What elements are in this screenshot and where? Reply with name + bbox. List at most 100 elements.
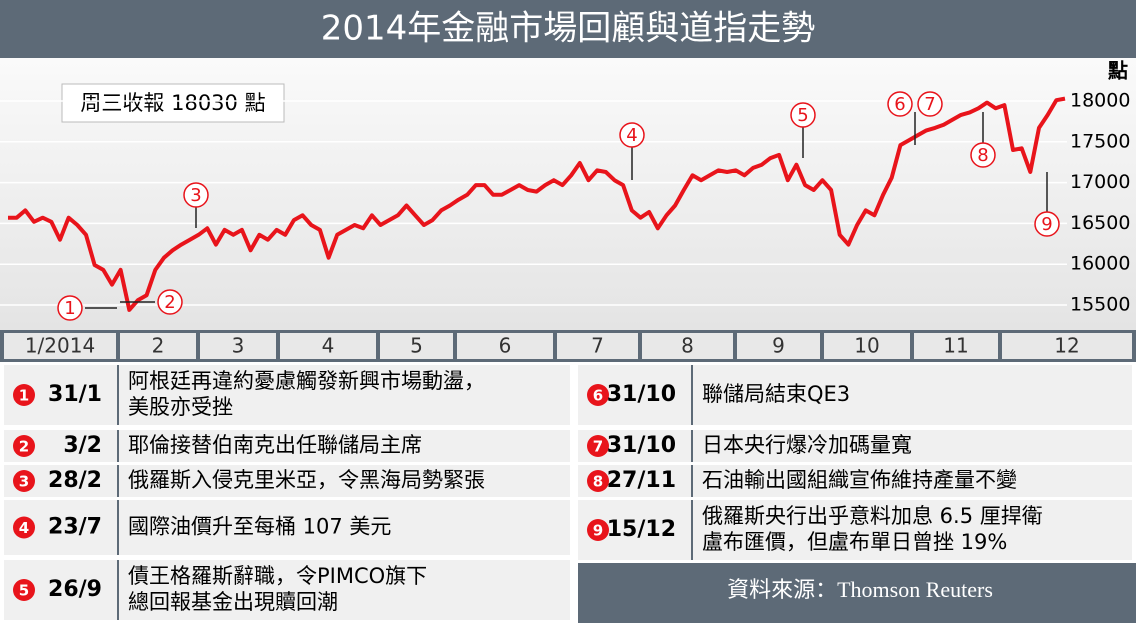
event-text: 耶倫接替伯南克出任聯儲局主席	[128, 433, 422, 457]
event-number: 5	[19, 582, 29, 600]
event-date: 3/2	[63, 433, 102, 458]
annotation-label: 7	[924, 94, 935, 115]
event-number: 6	[593, 387, 603, 405]
event-text: 盧布匯價，但盧布單日曾挫 19%	[702, 530, 1007, 554]
annotation-label: 1	[64, 298, 75, 319]
y-tick-label: 17500	[1070, 130, 1130, 152]
y-tick-label: 15500	[1070, 294, 1130, 316]
event-number: 3	[19, 473, 29, 491]
event-text: 國際油價升至每桶 107 美元	[128, 515, 391, 539]
source-box	[578, 563, 1136, 623]
event-number: 1	[19, 387, 29, 405]
y-tick-label: 17000	[1070, 171, 1130, 193]
month-box	[737, 333, 820, 359]
x-tick-label: 6	[499, 334, 512, 358]
event-date: 31/10	[607, 382, 676, 407]
x-tick-label: 3	[232, 334, 245, 358]
annotation-label: 3	[190, 185, 201, 206]
event-row	[578, 500, 1132, 560]
event-date: 31/10	[607, 433, 676, 458]
event-text: 阿根廷再違約憂慮觸發新興市場動盪，	[128, 369, 485, 393]
annotation-circle	[1034, 211, 1060, 237]
event-text: 石油輸出國組織宣佈維持產量不變	[702, 468, 1017, 492]
month-box	[642, 333, 733, 359]
event-text: 俄羅斯央行出乎意料加息 6.5 厘捍衛	[702, 504, 1043, 528]
event-badge	[13, 470, 35, 492]
y-axis-label: 點	[1108, 59, 1128, 83]
event-row	[578, 430, 1132, 462]
event-badge	[13, 384, 35, 406]
month-box	[824, 333, 910, 359]
event-date: 31/1	[48, 382, 102, 407]
x-tick-label: 10	[854, 334, 879, 358]
event-badge	[13, 516, 35, 539]
x-tick-label: 4	[322, 334, 335, 358]
event-date: 28/2	[48, 468, 102, 493]
annotation-circle	[887, 91, 913, 117]
y-tick-label: 16500	[1070, 212, 1130, 234]
x-tick-label: 7	[591, 334, 604, 358]
x-tick-label: 5	[410, 334, 423, 358]
annotation-circle	[619, 122, 645, 148]
annotation-label: 8	[977, 145, 988, 166]
annotation-label: 9	[1041, 214, 1052, 235]
event-date: 15/12	[607, 517, 676, 542]
event-badge	[13, 579, 35, 601]
event-row	[578, 365, 1132, 425]
callout: 周三收報 18030 點	[80, 91, 265, 115]
data-line	[8, 96, 1066, 312]
event-badge	[13, 435, 35, 457]
x-tick-label: 1/2014	[25, 334, 95, 358]
event-number: 4	[19, 519, 29, 537]
event-row	[4, 430, 570, 462]
event-number: 2	[19, 438, 29, 456]
annotation-label: 2	[164, 292, 175, 313]
event-text: 債王格羅斯辭職，令PIMCO旗下	[128, 564, 427, 588]
month-box	[380, 333, 453, 359]
x-tick-label: 8	[681, 334, 694, 358]
month-box	[4, 333, 116, 359]
event-date: 26/9	[48, 577, 102, 602]
event-text: 俄羅斯入侵克里米亞，令黑海局勢緊張	[128, 468, 485, 492]
event-row	[578, 465, 1132, 497]
month-box	[280, 333, 376, 359]
x-tick-label: 11	[943, 334, 968, 358]
annotation-circle	[57, 295, 83, 321]
chart-title: 2014年金融市場回顧與道指走勢	[321, 9, 816, 49]
month-box	[1002, 333, 1132, 359]
event-text: 總回報基金出現贖回潮	[128, 590, 338, 614]
annotation-circle	[917, 91, 943, 117]
event-badge	[587, 435, 609, 457]
event-date: 23/7	[48, 515, 102, 540]
annotation-label: 4	[626, 125, 637, 146]
annotation-circle	[183, 182, 209, 208]
annotation-circle	[157, 289, 183, 315]
y-tick-label: 16000	[1070, 253, 1130, 275]
month-box	[200, 333, 276, 359]
event-number: 9	[593, 522, 603, 540]
event-row	[4, 500, 570, 555]
y-tick-label: 18000	[1070, 90, 1130, 112]
annotation-circle	[790, 102, 816, 128]
annotation-label: 6	[894, 94, 905, 115]
event-badge	[587, 519, 609, 541]
event-row	[4, 365, 570, 425]
event-text: 美股亦受挫	[128, 395, 233, 419]
event-text: 日本央行爆冷加碼量寬	[702, 433, 912, 457]
month-box	[914, 333, 998, 359]
x-tick-label: 9	[772, 334, 785, 358]
x-tick-label: 2	[152, 334, 165, 358]
annotation-circle	[970, 142, 996, 168]
source: 資料來源：Thomson Reuters	[727, 577, 993, 602]
event-row	[4, 465, 570, 497]
title-bar	[0, 0, 1136, 58]
event-number: 7	[593, 438, 603, 456]
month-box	[457, 333, 553, 359]
x-tick-label: 12	[1054, 334, 1079, 358]
event-badge	[587, 470, 609, 492]
month-box	[120, 333, 196, 359]
callout-box	[61, 83, 285, 123]
event-row	[4, 560, 570, 620]
month-box	[557, 333, 638, 359]
